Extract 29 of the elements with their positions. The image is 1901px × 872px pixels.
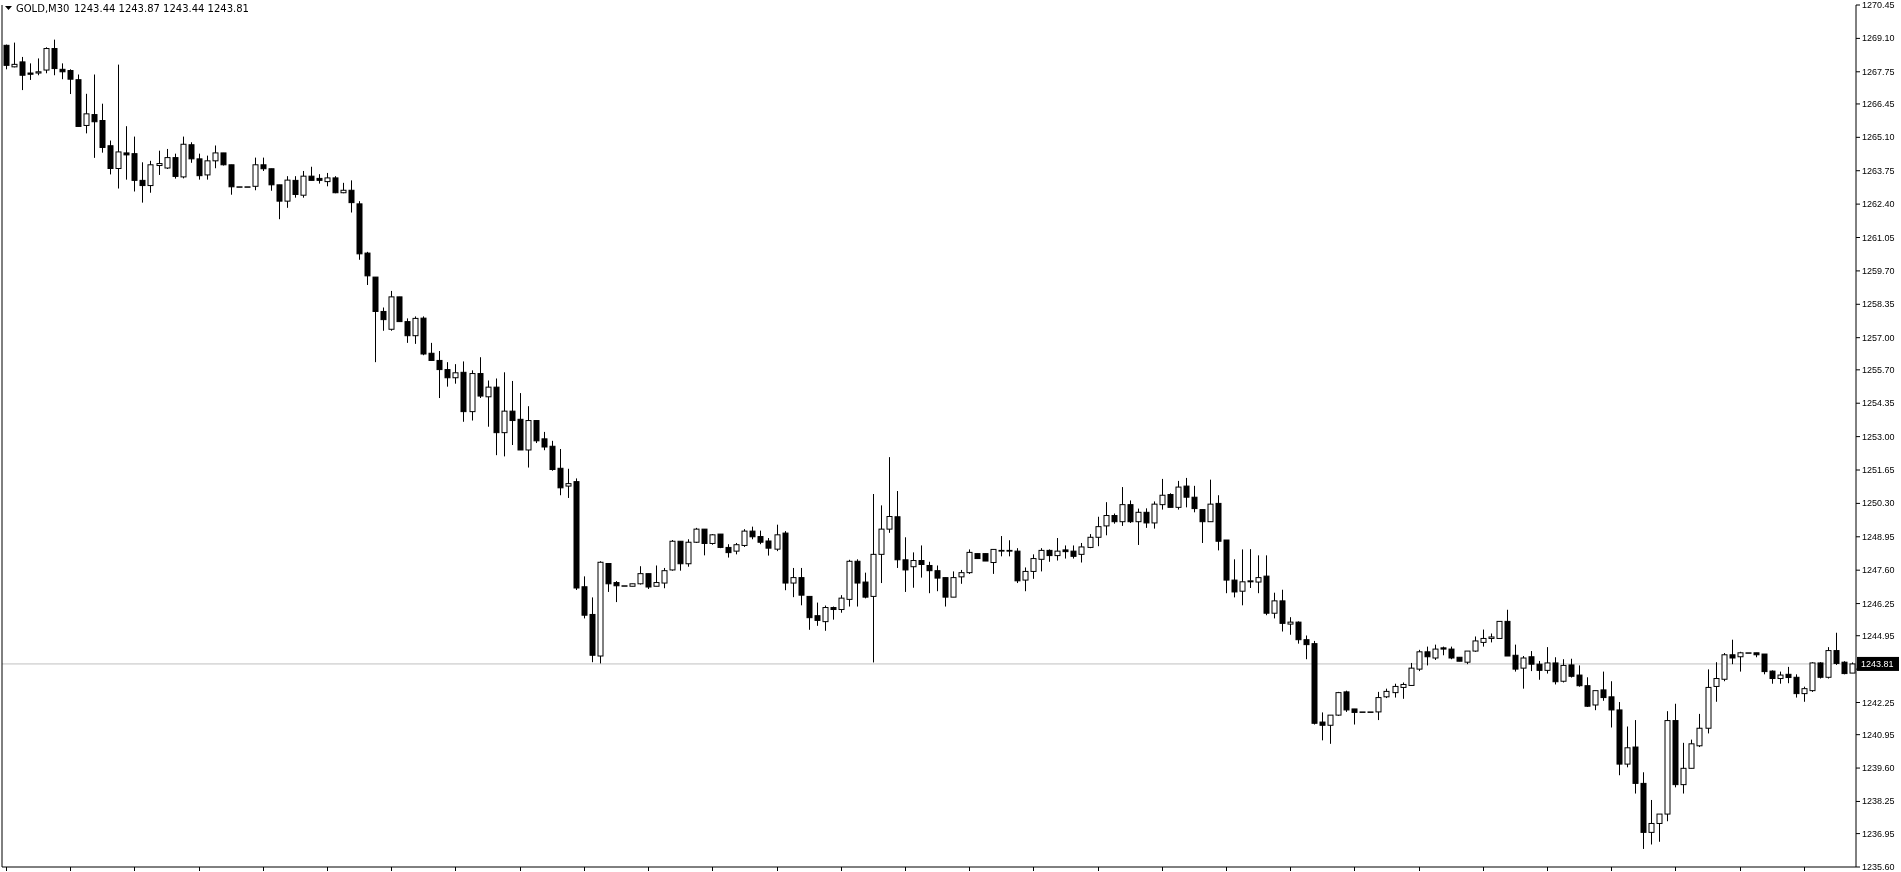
y-tick-label: 1263.75 [1862,165,1895,176]
y-tick-label: 1248.95 [1862,531,1895,542]
y-tick-label: 1235.60 [1862,862,1895,872]
y-tick-label: 1238.25 [1862,796,1895,807]
y-tick-label: 1242.25 [1862,697,1895,708]
y-tick-label: 1254.35 [1862,398,1895,409]
y-tick-label: 1258.35 [1862,299,1895,310]
y-tick-label: 1269.10 [1862,33,1895,44]
chart-subtitle: 1243.44 1243.87 1243.44 1243.81 [74,2,249,14]
y-tick-label: 1257.00 [1862,332,1895,343]
y-tick-label: 1247.60 [1862,565,1895,576]
y-tick-label: 1250.30 [1862,498,1895,509]
y-tick-label: 1266.45 [1862,98,1895,109]
y-tick-label: 1255.70 [1862,364,1895,375]
y-tick-label: 1261.05 [1862,232,1895,243]
y-tick-label: 1259.70 [1862,265,1895,276]
y-tick-label: 1262.40 [1862,199,1895,210]
y-tick-label: 1251.65 [1862,465,1895,476]
ref-line-label: 1243.81 [1861,658,1894,669]
y-tick-label: 1253.00 [1862,431,1895,442]
y-tick-label: 1265.10 [1862,132,1895,143]
y-tick-label: 1236.95 [1862,828,1895,839]
y-tick-label: 1246.25 [1862,598,1895,609]
y-tick-label: 1240.95 [1862,729,1895,740]
y-tick-label: 1244.95 [1862,630,1895,641]
y-tick-label: 1267.75 [1862,66,1895,77]
y-tick-label: 1239.60 [1862,763,1895,774]
y-tick-label: 1270.45 [1862,0,1895,10]
chart-title: GOLD,M30 [16,2,70,14]
